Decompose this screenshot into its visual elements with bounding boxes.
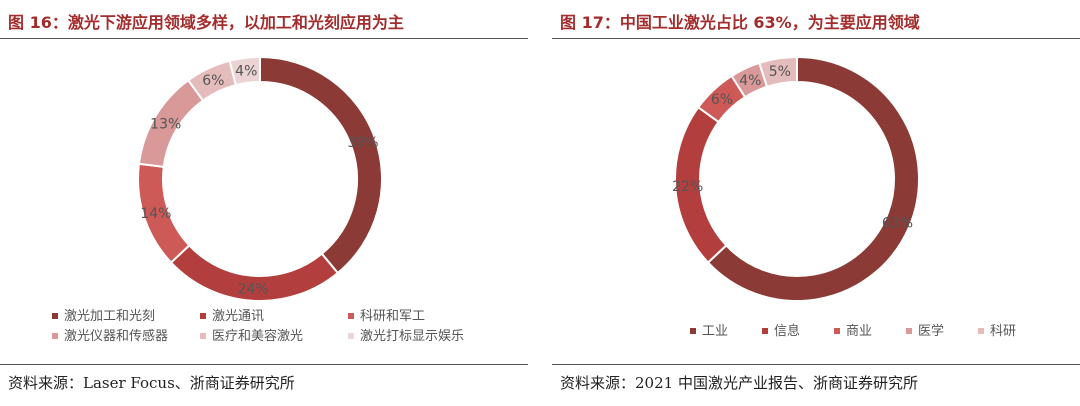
slice-label-3: 14%: [140, 206, 171, 222]
chart-legend: 工业 信息 商业 医学 科研: [690, 320, 1070, 340]
slice-label-4: 4%: [739, 73, 761, 89]
legend-swatch: [978, 327, 984, 334]
legend-item-1: 激光加工和光刻: [52, 305, 155, 324]
donut-slice-1: [706, 55, 920, 300]
slice-label-4: 13%: [150, 116, 181, 132]
donut-chart-application-fields: 39% 24% 14% 13% 6% 4%: [137, 55, 383, 300]
legend-label: 激光打标显示娱乐: [360, 329, 465, 344]
slice-label-2: 24%: [238, 281, 269, 297]
legend-item-4: 激光仪器和传感器: [52, 325, 168, 344]
legend-swatch: [200, 332, 206, 339]
legend-label: 激光加工和光刻: [64, 309, 156, 324]
title-rule: [0, 38, 528, 39]
slice-label-5: 6%: [202, 73, 224, 89]
legend-swatch: [690, 327, 696, 334]
legend-item-5: 科研: [978, 320, 1016, 339]
figure-16-panel: 图 16：激光下游应用领域多样，以加工和光刻应用为主 39% 24% 14% 13% 6…: [0, 0, 528, 406]
slice-label-1: 63%: [882, 215, 913, 231]
figure-17-panel: 图 17：中国工业激光占比 63%，为主要应用领域 63% 22% 6% 4% 5% 工…: [552, 0, 1080, 406]
legend-item-2: 信息: [762, 320, 800, 339]
legend-label: 科研和军工: [360, 309, 426, 324]
legend-item-4: 医学: [906, 320, 944, 339]
legend-swatch: [906, 327, 912, 334]
legend-swatch: [834, 327, 840, 334]
legend-label: 科研: [990, 324, 1017, 339]
slice-label-5: 5%: [769, 64, 791, 80]
legend-item-3: 商业: [834, 320, 872, 339]
legend-item-1: 工业: [690, 320, 728, 339]
source-rule: [0, 364, 528, 365]
legend-item-6: 激光打标显示娱乐: [348, 325, 464, 344]
donut-slice-1: [259, 55, 383, 275]
legend-swatch: [200, 312, 206, 319]
donut-slice-5: [758, 55, 798, 89]
legend-label: 医疗和美容激光: [212, 329, 304, 344]
legend-swatch: [762, 327, 768, 334]
figure-title: 图 16：激光下游应用领域多样，以加工和光刻应用为主: [8, 13, 404, 32]
slice-label-2: 22%: [672, 179, 703, 195]
legend-item-2: 激光通讯: [200, 305, 264, 324]
source-rule: [552, 364, 1080, 365]
title-rule: [552, 38, 1080, 39]
legend-item-5: 医疗和美容激光: [200, 325, 303, 344]
slice-label-1: 39%: [347, 135, 378, 151]
donut-chart-china-laser-share: 63% 22% 6% 4% 5%: [672, 55, 920, 300]
legend-label: 工业: [702, 324, 729, 339]
legend-label: 医学: [918, 324, 945, 339]
legend-label: 信息: [774, 324, 801, 339]
legend-label: 激光通讯: [212, 309, 265, 324]
donut-slice-6: [228, 55, 261, 87]
slice-label-3: 6%: [711, 92, 733, 108]
legend-label: 商业: [846, 324, 873, 339]
chart-legend: 激光加工和光刻 激光通讯 科研和军工激光仪器和传感器 医疗和美容激光 激光打标显示娱乐: [52, 305, 522, 345]
slice-label-6: 4%: [235, 63, 257, 79]
source-note: 资料来源：2021 中国激光产业报告、浙商证券研究所: [560, 374, 918, 392]
figure-title: 图 17：中国工业激光占比 63%，为主要应用领域: [560, 13, 920, 32]
source-note: 资料来源：Laser Focus、浙商证券研究所: [8, 374, 295, 392]
legend-label: 激光仪器和传感器: [64, 329, 169, 344]
legend-swatch: [348, 312, 354, 319]
legend-swatch: [52, 312, 58, 319]
legend-swatch: [348, 332, 354, 339]
legend-item-3: 科研和军工: [348, 305, 425, 324]
legend-swatch: [52, 332, 58, 339]
